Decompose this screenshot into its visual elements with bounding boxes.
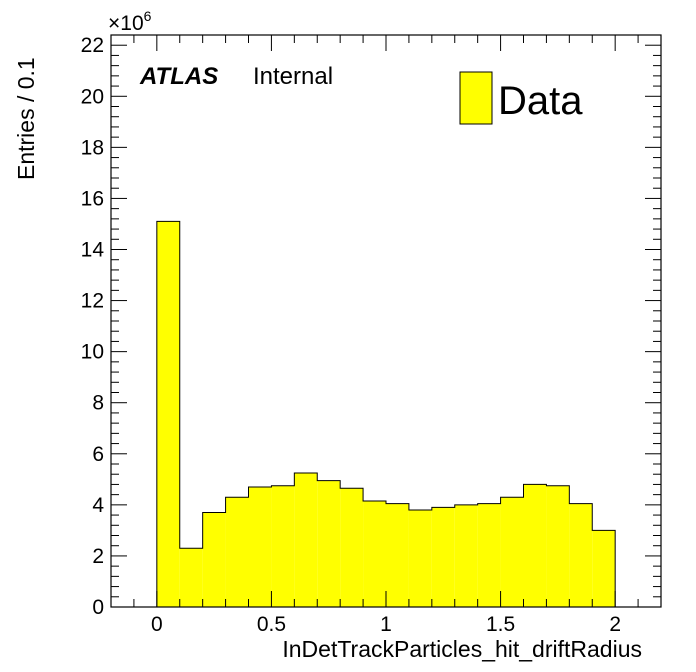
y-tick-label: 12 [81,290,104,313]
histogram-bar [363,501,386,607]
legend-label: Data [498,79,583,123]
atlas-label: ATLAS [139,63,218,90]
bars-layer [156,220,616,607]
y-tick-label: 18 [81,136,104,159]
y-tick-label: 20 [81,85,104,108]
histogram-bar [477,503,501,607]
y-tick-label: 22 [81,34,104,57]
histogram-outline [156,220,616,607]
y-tick-label: 14 [81,239,105,262]
histogram-bar [271,485,295,607]
histogram-bar [408,509,432,607]
y-tick-label: 0 [92,596,104,619]
histogram-bar [179,548,203,607]
histogram-bar [569,503,593,607]
histogram-bar [500,497,524,607]
histogram-bar [546,485,570,607]
histogram-bar [225,497,249,607]
histogram-bar [340,488,364,607]
x-axis-title: InDetTrackParticles_hit_driftRadius [282,636,642,662]
x-tick-label: 0 [151,613,163,636]
ticks-layer [110,34,662,608]
histogram-bar [156,221,180,607]
histogram-bar [248,486,272,607]
histogram-bar [386,503,409,607]
x-tick-label: 1.5 [486,613,515,636]
x-tick-label: 1 [380,613,392,636]
y-tick-label: 4 [92,494,104,517]
y-tick-label: 6 [92,443,104,466]
histogram-bar [431,507,455,607]
y-multiplier: ×106 [108,8,152,35]
atlas-status-label: Internal [253,63,333,90]
histogram-bar [454,504,478,607]
y-axis-title: Entries / 0.1 [13,57,39,180]
y-multiplier-exponent: 6 [144,8,152,24]
legend-swatch [459,71,493,125]
x-tick-label: 2 [609,613,621,636]
y-tick-label: 2 [92,545,104,568]
histogram-bar [317,480,341,607]
y-tick-label: 16 [81,187,104,210]
y-tick-label: 10 [81,341,104,364]
histogram-bar [202,512,226,607]
histogram-bar [523,484,547,607]
histogram-bar [592,530,616,607]
x-tick-label: 0.5 [257,613,286,636]
y-tick-label: 8 [92,392,104,415]
histogram-bar [294,472,318,607]
